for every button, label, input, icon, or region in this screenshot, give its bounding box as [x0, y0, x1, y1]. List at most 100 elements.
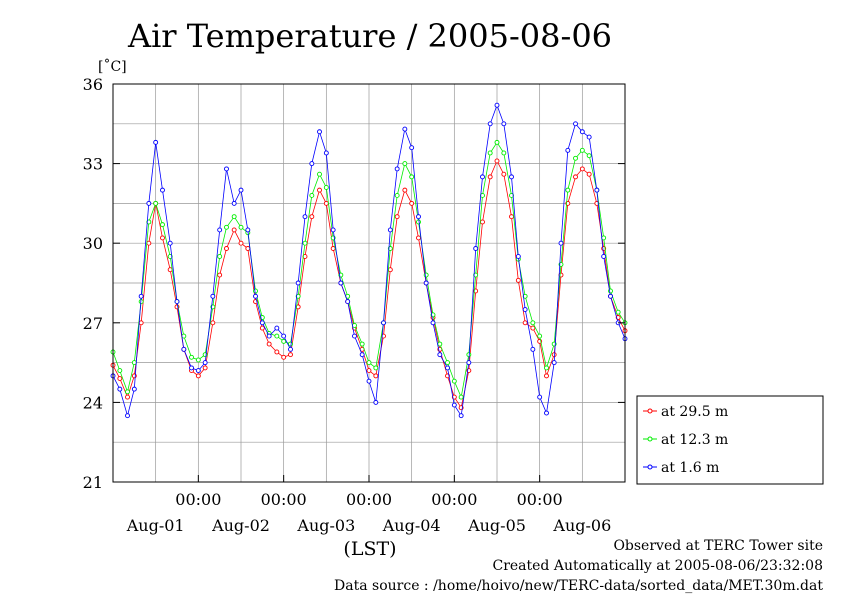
data-point — [153, 200, 159, 206]
data-point — [437, 352, 443, 358]
data-point — [416, 235, 421, 241]
data-point — [352, 323, 357, 328]
data-point — [394, 166, 400, 172]
data-point — [302, 240, 308, 246]
data-point — [317, 171, 322, 177]
data-point — [509, 192, 514, 198]
data-point — [579, 147, 585, 153]
y-tick-label: 24 — [83, 393, 103, 412]
data-point — [586, 171, 592, 177]
data-point — [387, 227, 393, 233]
data-point — [131, 386, 137, 392]
data-point — [231, 227, 237, 233]
data-point — [345, 299, 351, 305]
data-point — [160, 187, 165, 193]
data-point — [231, 214, 237, 220]
x-tick-label: 00:00 — [517, 490, 563, 509]
y-tick-label: 27 — [83, 314, 103, 333]
y-tick-label: 21 — [83, 473, 103, 492]
data-point — [473, 272, 479, 278]
data-point — [274, 349, 280, 355]
x-day-label: Aug-04 — [382, 516, 441, 535]
data-point — [160, 235, 165, 241]
data-point — [487, 174, 493, 180]
data-point — [245, 246, 251, 251]
data-point — [253, 288, 258, 294]
data-point — [515, 277, 521, 283]
data-point — [409, 174, 415, 180]
data-point — [167, 240, 173, 246]
data-point — [253, 293, 258, 299]
x-day-label: Aug-02 — [211, 516, 270, 535]
x-day-label: Aug-06 — [552, 516, 611, 535]
data-point — [615, 309, 621, 315]
y-tick-label: 36 — [83, 75, 103, 94]
data-point — [480, 219, 485, 225]
data-point — [160, 222, 165, 228]
data-point — [295, 280, 301, 286]
data-point — [509, 214, 514, 220]
data-point — [317, 129, 322, 135]
data-point — [451, 402, 457, 408]
data-point — [494, 139, 500, 145]
data-point — [146, 240, 152, 246]
data-point — [473, 246, 479, 251]
data-point — [167, 267, 173, 273]
data-point — [288, 341, 293, 347]
data-point — [573, 174, 578, 180]
data-point — [323, 200, 329, 206]
chart-title: Air Temperature / 2005-08-06 — [127, 17, 612, 55]
data-point — [509, 174, 514, 180]
data-point — [530, 325, 536, 331]
footer-observed: Observed at TERC Tower site — [613, 538, 823, 554]
data-point — [189, 365, 194, 371]
data-point — [125, 394, 130, 400]
data-point — [565, 187, 571, 193]
data-point — [231, 200, 237, 206]
data-point — [445, 360, 450, 366]
data-point — [366, 368, 372, 374]
data-point — [530, 320, 536, 326]
data-point — [217, 272, 223, 278]
data-point — [586, 134, 592, 140]
data-point — [281, 333, 287, 339]
data-point — [202, 365, 208, 371]
data-point — [416, 219, 421, 225]
data-point — [608, 293, 613, 299]
data-point — [458, 394, 464, 400]
data-point — [366, 378, 372, 384]
data-point — [288, 352, 293, 358]
data-point — [402, 161, 408, 167]
data-point — [579, 129, 585, 135]
data-point — [601, 254, 607, 259]
data-point — [245, 227, 251, 233]
data-point — [181, 346, 187, 352]
axis-ticks: 21 24 27 30 33 36 00:00 00:00 00:00 00:00 00:00 Aug… — [83, 75, 625, 535]
data-point — [515, 254, 521, 259]
data-point — [323, 185, 329, 190]
data-point — [402, 126, 408, 132]
data-point — [586, 153, 592, 159]
data-point — [274, 333, 280, 339]
data-point — [394, 214, 400, 220]
data-point — [195, 357, 201, 363]
legend-swatch-marker — [647, 464, 653, 470]
series-layer — [110, 102, 628, 419]
data-point — [117, 368, 123, 374]
data-point — [494, 102, 500, 108]
data-point — [573, 155, 578, 161]
data-point — [309, 161, 315, 167]
data-point — [573, 121, 578, 127]
data-point — [501, 150, 507, 156]
data-point — [537, 394, 543, 400]
data-point — [125, 413, 130, 419]
y-tick-label: 30 — [83, 234, 103, 253]
data-point — [174, 299, 180, 305]
data-point — [458, 413, 464, 419]
data-point — [501, 121, 507, 127]
x-day-label: Aug-05 — [467, 516, 526, 535]
x-axis-label: (LST) — [343, 538, 396, 560]
data-point — [238, 187, 244, 193]
data-point — [224, 224, 229, 230]
